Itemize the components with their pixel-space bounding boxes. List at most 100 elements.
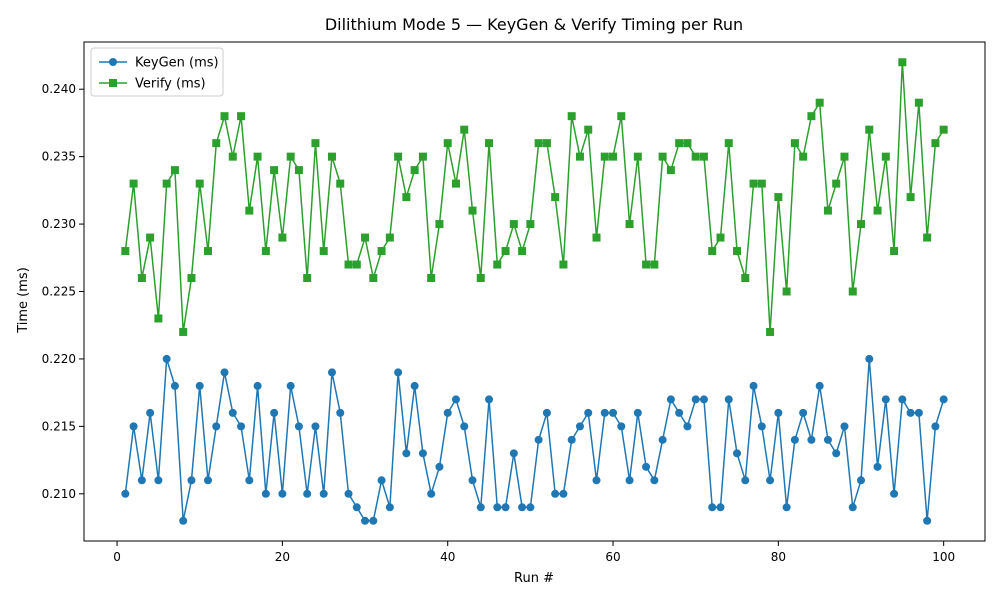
keygen-point	[749, 381, 758, 390]
verify-point	[890, 247, 899, 256]
keygen-point	[542, 408, 551, 417]
verify-point	[212, 139, 221, 148]
verify-point	[121, 247, 130, 256]
keygen-point	[617, 422, 626, 431]
keygen-point	[319, 489, 328, 498]
keygen-point	[807, 435, 816, 444]
verify-point	[278, 233, 287, 242]
keygen-point	[270, 408, 279, 417]
chart-title: Dilithium Mode 5 — KeyGen & Verify Timin…	[325, 15, 743, 34]
verify-point	[369, 274, 378, 283]
verify-point	[493, 260, 502, 269]
keygen-point	[361, 516, 370, 525]
verify-point	[708, 247, 717, 256]
verify-point	[625, 220, 634, 229]
verify-point	[476, 274, 485, 283]
verify-point	[418, 152, 427, 161]
legend-keygen-marker	[109, 58, 117, 66]
x-tick-label: 60	[605, 550, 620, 564]
keygen-point	[212, 422, 221, 431]
verify-point	[617, 112, 626, 121]
keygen-series-line	[124, 358, 945, 522]
keygen-point	[766, 476, 775, 485]
keygen-point	[427, 489, 436, 498]
keygen-point	[476, 503, 485, 512]
keygen-point	[303, 489, 312, 498]
verify-point	[245, 206, 254, 215]
keygen-point	[261, 489, 270, 498]
legend-keygen-label: KeyGen (ms)	[135, 56, 219, 71]
verify-point	[898, 58, 907, 67]
verify-point	[203, 247, 212, 256]
keygen-point	[699, 395, 708, 404]
keygen-point	[857, 476, 866, 485]
verify-point	[906, 193, 915, 202]
x-tick-label: 20	[275, 550, 290, 564]
keygen-point	[278, 489, 287, 498]
keygen-point	[584, 408, 593, 417]
keygen-point	[518, 503, 527, 512]
verify-point	[774, 193, 783, 202]
verify-point	[840, 152, 849, 161]
verify-point	[724, 139, 733, 148]
verify-point	[228, 152, 237, 161]
keygen-point	[485, 395, 494, 404]
keygen-point	[179, 516, 188, 525]
verify-point	[518, 247, 527, 256]
keygen-point	[394, 368, 403, 377]
verify-point	[410, 166, 419, 175]
keygen-point	[137, 476, 146, 485]
verify-point	[526, 220, 535, 229]
keygen-point	[418, 449, 427, 458]
verify-point	[691, 152, 700, 161]
verify-point	[642, 260, 651, 269]
verify-point	[757, 179, 766, 188]
keygen-point	[228, 408, 237, 417]
legend-verify-marker	[109, 79, 117, 87]
legend-box	[90, 47, 224, 97]
keygen-point	[195, 381, 204, 390]
keygen-point	[650, 476, 659, 485]
keygen-point	[848, 503, 857, 512]
keygen-point	[336, 408, 345, 417]
verify-point	[650, 260, 659, 269]
keygen-point	[906, 408, 915, 417]
keygen-point	[939, 395, 948, 404]
verify-point	[666, 166, 675, 175]
verify-point	[509, 220, 518, 229]
keygen-point	[385, 503, 394, 512]
keygen-point	[881, 395, 890, 404]
keygen-point	[575, 422, 584, 431]
keygen-point	[757, 422, 766, 431]
verify-point	[609, 152, 618, 161]
verify-point	[162, 179, 171, 188]
verify-point	[443, 139, 452, 148]
keygen-point	[410, 381, 419, 390]
keygen-point	[592, 476, 601, 485]
verify-point	[699, 152, 708, 161]
verify-series-line	[124, 62, 945, 333]
keygen-point	[799, 408, 808, 417]
verify-point	[451, 179, 460, 188]
y-tick-label: 0.210	[42, 487, 76, 501]
keygen-point	[311, 422, 320, 431]
keygen-point	[790, 435, 799, 444]
verify-point	[716, 233, 725, 242]
keygen-point	[203, 476, 212, 485]
verify-point	[129, 179, 138, 188]
verify-point	[195, 179, 204, 188]
keygen-point	[625, 476, 634, 485]
verify-point	[154, 314, 163, 323]
verify-point	[286, 152, 295, 161]
verify-point	[377, 247, 386, 256]
verify-point	[733, 247, 742, 256]
keygen-point	[327, 368, 336, 377]
keygen-point	[823, 435, 832, 444]
verify-point	[559, 260, 568, 269]
verify-point	[923, 233, 932, 242]
verify-point	[881, 152, 890, 161]
verify-point	[311, 139, 320, 148]
keygen-point	[840, 422, 849, 431]
verify-point	[914, 98, 923, 107]
